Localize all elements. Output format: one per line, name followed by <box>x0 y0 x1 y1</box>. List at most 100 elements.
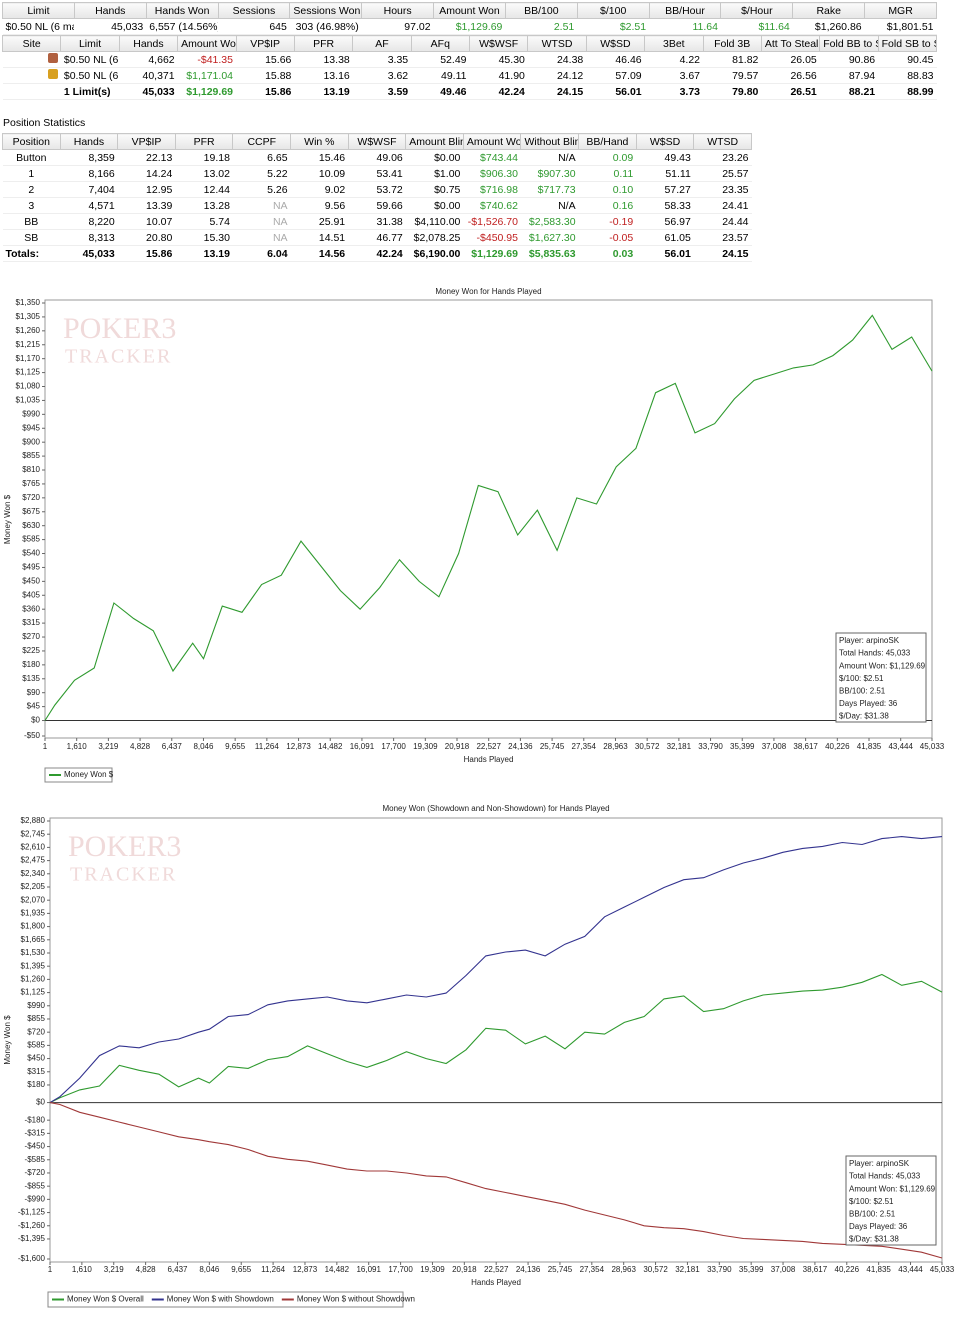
table-cell: 9.02 <box>290 181 349 198</box>
table-cell: $5,835.63 <box>520 245 579 262</box>
table-cell: 57.09 <box>586 67 645 84</box>
watermark: POKER3 <box>63 312 176 345</box>
x-tick-label: 32,181 <box>667 742 692 751</box>
legend-label: Money Won $ with Showdown <box>167 1295 274 1304</box>
table-cell: BB <box>2 213 61 230</box>
table-cell: 24.44 <box>693 213 752 230</box>
table-cell: -$41.35 <box>177 51 236 68</box>
table-cell: $2.51 <box>577 18 650 35</box>
info-text: Days Played: 36 <box>839 699 898 708</box>
site-icon <box>47 53 58 63</box>
y-tick-label: $2,745 <box>21 829 46 838</box>
y-tick-label: $540 <box>22 549 40 558</box>
y-tick-label: $585 <box>22 535 40 544</box>
y-tick-label: -$1,125 <box>18 1208 46 1217</box>
table-cell: $1,129.69 <box>463 245 521 262</box>
table-cell: 4,571 <box>60 197 118 214</box>
table-cell: NA <box>232 229 291 246</box>
y-tick-label: $1,305 <box>16 312 41 321</box>
column-header: 3Bet <box>644 35 704 52</box>
column-header: Hands <box>73 2 147 19</box>
x-tick-label: 45,033 <box>920 742 945 751</box>
info-box <box>845 1155 937 1246</box>
y-tick-label: $990 <box>22 409 40 418</box>
table-row: Button 8,359 22.13 19.18 6.65 15.46 49.06 $0.00… <box>2 149 752 166</box>
column-header: PFR <box>174 133 234 150</box>
y-tick-label: -$450 <box>25 1142 46 1151</box>
column-header: WTSD <box>527 35 587 52</box>
x-tick-label: 1,610 <box>67 742 88 751</box>
table-cell: 645 <box>218 18 290 35</box>
x-tick-label: 45,033 <box>930 1265 955 1274</box>
table-row: Totals: 45,033 15.86 13.19 6.04 14.56 42.24 $6,… <box>2 245 752 262</box>
x-tick-label: 1,610 <box>72 1265 93 1274</box>
table-cell: $743.44 <box>463 149 521 166</box>
table-cell: 7,404 <box>60 181 118 198</box>
y-tick-label: $180 <box>27 1080 45 1089</box>
y-tick-label: -$1,395 <box>18 1234 46 1243</box>
table-cell: 6,557 (14.56%) <box>146 18 219 35</box>
info-text: Amount Won: $1,129.69 <box>839 661 926 670</box>
section-title: Position Statistics <box>3 117 86 129</box>
column-header: Sessions <box>217 2 291 19</box>
table-cell: 5.22 <box>232 165 291 182</box>
x-tick-label: 22,527 <box>476 742 501 751</box>
table-cell: 3.73 <box>644 83 703 100</box>
y-tick-label: $315 <box>22 618 40 627</box>
x-tick-label: 8,046 <box>199 1265 220 1274</box>
column-header: BB/Hand <box>578 133 637 150</box>
table-cell: 31.38 <box>348 213 406 230</box>
table-cell: 10.09 <box>290 165 349 182</box>
column-header: BB/Hour <box>648 2 722 19</box>
table-cell: 41.90 <box>469 67 528 84</box>
x-tick-label: 20,918 <box>452 1265 477 1274</box>
column-header: VP$IP <box>235 35 295 52</box>
x-tick-label: 17,700 <box>381 742 406 751</box>
series-line <box>44 314 933 721</box>
y-tick-label: $1,170 <box>16 354 41 363</box>
column-header: Win % <box>290 133 349 150</box>
table-cell: 0.09 <box>578 149 637 166</box>
table-cell: 49.46 <box>411 83 470 100</box>
table-cell: 13.28 <box>175 197 233 214</box>
column-header: CCPF <box>232 133 292 150</box>
info-text: BB/100: 2.51 <box>849 1210 896 1219</box>
table-cell: 42.24 <box>469 83 528 100</box>
table-cell: 40,371 <box>119 67 178 84</box>
table-cell: 303 (46.98%) <box>289 18 362 35</box>
column-header: $/Hour <box>720 2 794 19</box>
y-tick-label: $1,125 <box>16 368 41 377</box>
y-tick-label: $1,935 <box>21 909 46 918</box>
table-cell: $0.50 NL (6 max) <box>2 18 75 35</box>
table-cell: 45,033 <box>60 245 118 262</box>
x-tick-label: 37,008 <box>771 1265 796 1274</box>
table-cell: $1,129.69 <box>177 83 236 100</box>
table-cell: $1,260.86 <box>792 18 865 35</box>
x-tick-label: 17,700 <box>388 1265 413 1274</box>
table-row: SB 8,313 20.80 15.30 NA 14.51 46.77 $2,078.25 -$… <box>2 229 752 246</box>
info-text: Total Hands: 45,033 <box>849 1172 921 1181</box>
table-cell: 90.86 <box>819 51 879 68</box>
table-cell: 12.95 <box>117 181 176 198</box>
table-cell: 46.77 <box>348 229 406 246</box>
column-header: WTSD <box>693 133 752 150</box>
table-cell: 88.21 <box>819 83 879 100</box>
x-tick-label: 16,091 <box>350 742 375 751</box>
table-cell: 15.88 <box>236 67 295 84</box>
info-text: BB/100: 2.51 <box>839 687 886 696</box>
x-tick-label: 35,399 <box>730 742 755 751</box>
x-axis-label: Hands Played <box>471 1278 521 1287</box>
x-tick-label: 9,655 <box>225 742 246 751</box>
info-text: Player: arpinoSK <box>839 636 900 645</box>
table-cell: 14.56 <box>290 245 349 262</box>
table-cell: 25.57 <box>693 165 752 182</box>
x-tick-label: 12,873 <box>286 742 311 751</box>
site-cell <box>2 51 61 68</box>
y-tick-label: $0 <box>36 1098 45 1107</box>
table-cell: $1,171.04 <box>177 67 236 84</box>
y-tick-label: $630 <box>22 521 40 530</box>
table-cell: 0.10 <box>578 181 637 198</box>
y-tick-label: $855 <box>22 451 40 460</box>
table-cell: 10.07 <box>117 213 176 230</box>
